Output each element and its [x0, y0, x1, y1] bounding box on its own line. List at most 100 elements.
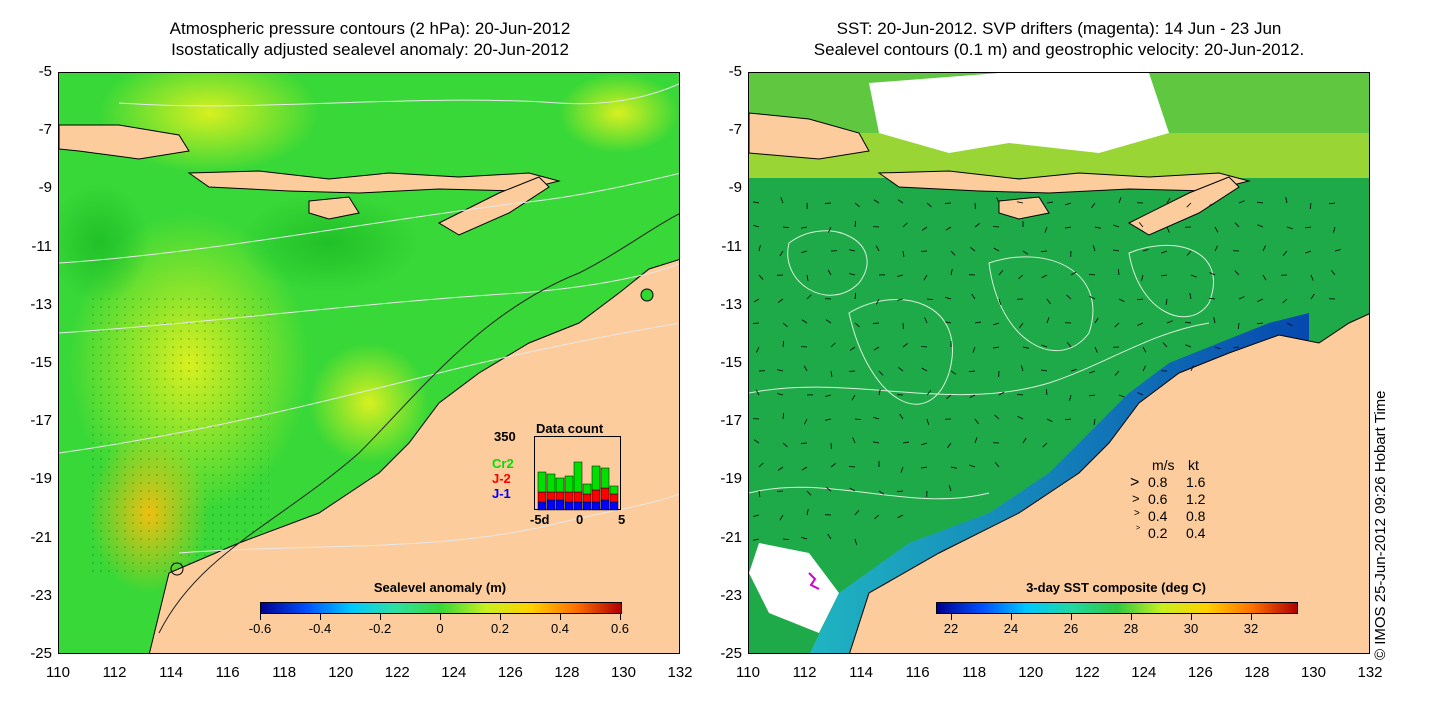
velocity-arrow	[1305, 226, 1312, 229]
velocity-arrow	[1020, 365, 1024, 372]
velocity-arrow	[777, 393, 784, 396]
left-title-line2: Isostatically adjusted sealevel anomaly:…	[171, 40, 569, 59]
svp-drifter-track	[808, 572, 820, 590]
velocity-arrow	[1017, 416, 1024, 420]
velocity-arrow	[1114, 322, 1120, 328]
velocity-arrow	[801, 536, 808, 540]
velocity-arrow	[801, 226, 808, 229]
velocity-arrow	[1089, 370, 1096, 374]
velocity-arrow	[921, 226, 928, 231]
velocity-legend-ms: 0.4	[1148, 508, 1168, 524]
colorbar-tick-label: 0.4	[550, 621, 570, 636]
lat-tick-label: -11	[721, 237, 742, 255]
histogram-bar	[564, 491, 574, 503]
velocity-arrow	[756, 346, 760, 353]
velocity-arrow	[945, 296, 952, 300]
velocity-arrow	[1118, 197, 1122, 204]
histogram-bar	[591, 489, 601, 503]
velocity-arrow	[897, 514, 904, 519]
velocity-arrow	[974, 321, 981, 324]
pressure-contour	[59, 322, 679, 454]
velocity-arrow	[1017, 201, 1024, 204]
pressure-contour	[178, 493, 679, 554]
anomaly-low-west	[59, 183, 149, 303]
lon-tick-label: 120	[1018, 664, 1044, 681]
right-title-line2: Sealevel contours (0.1 m) and geostrophi…	[813, 40, 1305, 59]
cloud-mask-north	[869, 73, 1169, 153]
sumba-island	[998, 196, 1050, 220]
velocity-arrow	[878, 490, 885, 495]
velocity-arrow	[902, 222, 908, 228]
velocity-arrow	[993, 322, 1000, 326]
sst-colorbar-gradient	[936, 602, 1298, 614]
velocity-arrow	[902, 441, 909, 444]
colorbar-tick-label: 0.2	[490, 621, 510, 636]
velocity-arrow	[806, 509, 809, 516]
colorbar-tick	[560, 614, 561, 620]
velocity-arrow	[849, 487, 856, 492]
velocity-arrow	[1286, 322, 1293, 327]
velocity-arrow	[1137, 322, 1144, 326]
velocity-arrow	[974, 437, 978, 444]
lat-tick-label: -25	[30, 645, 52, 662]
velocity-arrow	[1234, 270, 1240, 276]
lon-tick-label: 122	[384, 664, 410, 681]
velocity-arrow	[782, 538, 790, 540]
velocity-arrow	[873, 199, 880, 204]
pressure-contour	[59, 172, 679, 264]
velocity-arrow	[854, 418, 862, 420]
velocity-arrow	[1022, 346, 1029, 349]
velocity-arrow	[1257, 298, 1264, 302]
velocity-arrow	[1186, 250, 1192, 256]
velocity-arrow	[1209, 202, 1216, 206]
velocity-legend-kt: 1.6	[1186, 474, 1206, 490]
velocity-arrow	[1040, 250, 1048, 252]
velocity-arrow	[753, 224, 760, 228]
data-count-legend-j2: J-2	[492, 471, 511, 486]
velocity-arrow	[1016, 393, 1024, 396]
velocity-arrow	[1041, 274, 1048, 279]
velocity-arrow	[1214, 226, 1219, 233]
velocity-arrow	[1214, 346, 1221, 350]
lat-tick-label: -15	[30, 354, 52, 371]
velocity-arrow	[1118, 394, 1125, 398]
velocity-arrow	[753, 538, 760, 541]
colorbar-tick-label: 0	[436, 621, 444, 636]
velocity-arrow	[780, 197, 784, 204]
nusa-tenggara-chain	[187, 170, 561, 194]
lon-tick-label: 126	[497, 664, 523, 681]
velocity-arrow	[1166, 226, 1170, 233]
colorbar-tick-label: 30	[1183, 621, 1199, 636]
velocity-arrow	[758, 490, 761, 497]
geostrophic-velocity-arrows	[752, 197, 1341, 545]
velocity-legend-header-kt: kt	[1188, 457, 1199, 473]
velocity-arrow	[1046, 418, 1053, 422]
sst-colorbar-title: 3-day SST composite (deg C)	[1026, 580, 1206, 595]
velocity-arrow	[828, 226, 832, 233]
velocity-arrow	[926, 418, 930, 425]
velocity-arrow	[994, 414, 1000, 420]
velocity-arrow	[825, 418, 832, 421]
velocity-legend-arrow-icon: >	[1136, 525, 1141, 532]
pressure-contour	[59, 263, 679, 334]
histogram-bar	[546, 491, 556, 501]
colorbar-tick-label: 28	[1123, 621, 1139, 636]
velocity-arrow	[755, 389, 760, 396]
velocity-arrow	[753, 514, 760, 517]
velocity-arrow	[1334, 249, 1341, 252]
velocity-arrow	[950, 370, 957, 375]
colorbar-tick-label: 32	[1243, 621, 1259, 636]
velocity-arrow	[921, 442, 928, 446]
colorbar-tick	[260, 614, 261, 620]
histogram-bar	[564, 475, 574, 493]
velocity-arrow	[924, 317, 928, 324]
velocity-arrow	[968, 370, 976, 372]
velocity-arrow	[945, 226, 952, 231]
velocity-arrow	[1185, 344, 1192, 348]
lat-tick-label: -5	[38, 63, 52, 80]
velocity-arrow	[1142, 365, 1147, 372]
velocity-arrow	[972, 346, 976, 353]
sealevel-colorbar-gradient	[260, 602, 622, 614]
velocity-arrow	[1186, 202, 1192, 208]
velocity-arrow	[803, 365, 808, 372]
